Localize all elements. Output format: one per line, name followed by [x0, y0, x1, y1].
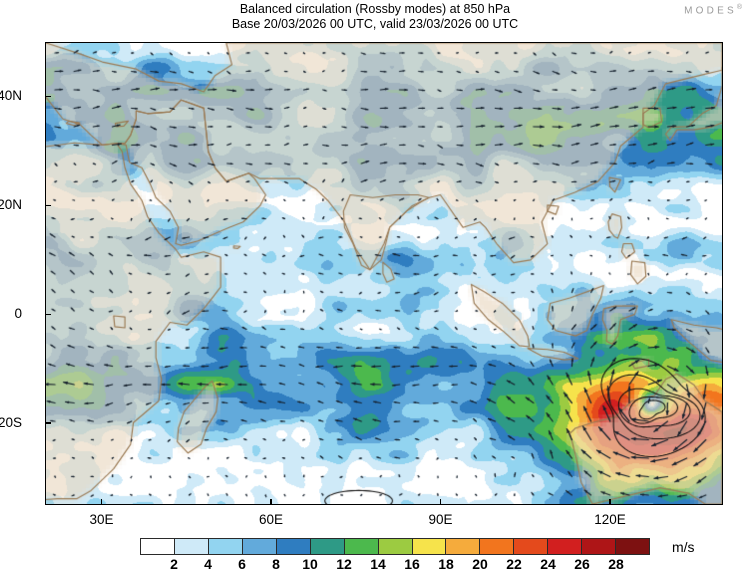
x-axis-tick [439, 499, 442, 505]
x-axis-tick [100, 499, 103, 505]
colorbar-segment-8 [412, 539, 447, 554]
colorbar-tick-24: 24 [540, 556, 556, 572]
colorbar-tick-22: 22 [506, 556, 522, 572]
y-axis-tick [45, 204, 51, 207]
x-axis-label-120E: 120E [594, 512, 626, 527]
y-axis-label-0: 0 [14, 306, 22, 322]
colorbar-segment-7 [378, 539, 413, 554]
colorbar-segment-3 [242, 539, 277, 554]
colorbar-tick-6: 6 [238, 556, 246, 572]
modes-logo: MODES® [684, 4, 742, 16]
colorbar-segment-13 [582, 539, 617, 554]
x-axis-tick [609, 499, 611, 505]
colorbar-segment-0 [141, 539, 175, 554]
colorbar-tick-20: 20 [472, 556, 488, 572]
x-axis-label-90E: 90E [428, 512, 453, 527]
colorbar: 2 4 6 8 10 12 14 16 18 20 22 24 26 28 [140, 538, 650, 575]
colorbar-tick-10: 10 [302, 556, 318, 572]
colorbar-segment-12 [548, 539, 583, 554]
modes-logo-text: MODES [684, 5, 737, 17]
y-axis-tick [45, 422, 51, 425]
colorbar-tick-labels: 2 4 6 8 10 12 14 16 18 20 22 24 26 28 [140, 555, 650, 575]
colorbar-segment-10 [480, 539, 515, 554]
colorbar-tick-4: 4 [204, 556, 212, 572]
figure-title: Balanced circulation (Rossby modes) at 8… [0, 2, 750, 32]
colorbar-segment-11 [514, 539, 549, 554]
registered-mark-icon: ® [736, 4, 742, 11]
x-axis-label-60E: 60E [258, 512, 284, 527]
colorbar-tick-18: 18 [438, 556, 454, 572]
colorbar-tick-14: 14 [370, 556, 386, 572]
colorbar-tick-12: 12 [336, 556, 352, 572]
y-axis-label-20N: 20N [0, 197, 22, 213]
wind-speed-map-canvas [46, 43, 722, 504]
y-axis-tick [45, 95, 51, 98]
colorbar-tick-2: 2 [170, 556, 178, 572]
colorbar-tick-26: 26 [574, 556, 590, 572]
colorbar-segment-1 [174, 539, 209, 554]
y-axis-label-40N: 40N [0, 88, 22, 104]
colorbar-segment-2 [208, 539, 243, 554]
x-axis-tick [270, 499, 272, 505]
y-axis-tick [45, 313, 51, 316]
map-plot-area [45, 42, 723, 505]
colorbar-tick-8: 8 [272, 556, 280, 572]
colorbar-segment-14 [616, 539, 650, 554]
colorbar-swatches [140, 538, 650, 555]
x-axis-label-30E: 30E [89, 512, 114, 527]
colorbar-segment-6 [344, 539, 379, 554]
title-line-2: Base 20/03/2026 00 UTC, valid 23/03/2026… [231, 17, 519, 31]
colorbar-unit-label: m/s [672, 539, 695, 555]
colorbar-segment-5 [310, 539, 345, 554]
colorbar-segment-9 [446, 539, 481, 554]
colorbar-tick-28: 28 [608, 556, 624, 572]
title-line-1: Balanced circulation (Rossby modes) at 8… [239, 2, 511, 16]
colorbar-tick-16: 16 [404, 556, 420, 572]
colorbar-segment-4 [276, 539, 311, 554]
y-axis-label-20S: 20S [0, 415, 22, 431]
